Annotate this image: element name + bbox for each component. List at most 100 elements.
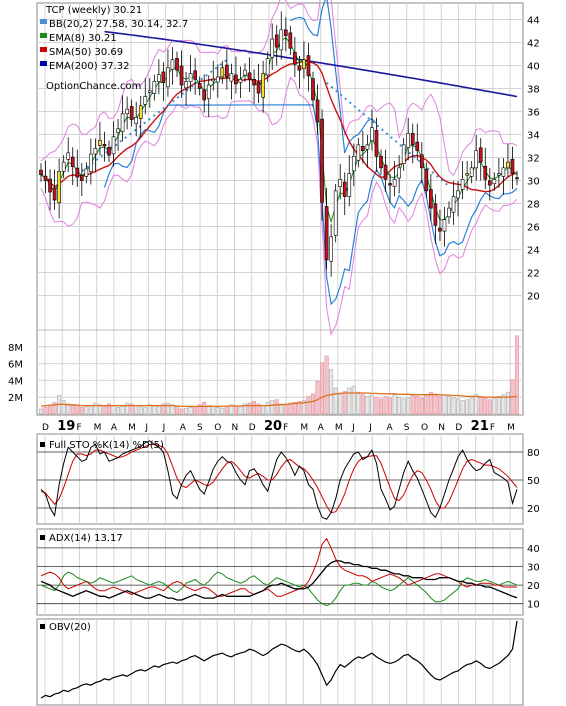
candlesticks bbox=[39, 11, 519, 277]
legend-label-sma50: SMA(50) 30.69 bbox=[49, 47, 123, 58]
x-axis-month-label: M bbox=[128, 423, 136, 433]
stochastic-legend-swatch bbox=[40, 442, 45, 447]
price-y-tick-label: 40 bbox=[527, 62, 540, 73]
candle-body bbox=[406, 133, 411, 148]
volume-bar bbox=[374, 396, 379, 415]
candle-body bbox=[510, 159, 515, 174]
candle-body bbox=[252, 79, 256, 86]
volume-bar bbox=[270, 400, 275, 415]
volume-bar bbox=[138, 406, 143, 415]
price-legend: TCP (weekly) 30.21 BB(20,2) 27.58, 30.14… bbox=[40, 5, 188, 92]
volume-bar bbox=[188, 406, 193, 415]
candle-body bbox=[225, 64, 229, 78]
candle-body bbox=[379, 156, 383, 169]
volume-bar bbox=[61, 400, 66, 415]
volume-bar bbox=[329, 369, 334, 415]
volume-bar bbox=[415, 396, 420, 415]
volume-bar bbox=[102, 406, 107, 415]
volume-bar bbox=[410, 394, 415, 415]
candle-body bbox=[43, 175, 48, 181]
volume-y-tick-label: 8M bbox=[8, 343, 23, 354]
candle-body bbox=[202, 89, 207, 101]
candle-body bbox=[419, 154, 424, 169]
volume-bar bbox=[501, 394, 506, 415]
candle-body bbox=[460, 179, 465, 190]
volume-bar bbox=[351, 385, 356, 415]
price-y-ticks: 20 22 24 26 28 30 32 34 36 38 40 42 44 bbox=[527, 16, 540, 303]
volume-bar bbox=[156, 406, 161, 415]
candle-body bbox=[261, 73, 265, 98]
volume-bar bbox=[333, 387, 338, 415]
candle-body bbox=[447, 207, 451, 218]
x-axis-month-label: M bbox=[507, 423, 515, 433]
candle-body bbox=[315, 99, 320, 123]
volume-bar bbox=[446, 396, 451, 415]
candle-body bbox=[429, 189, 433, 209]
volume-bar bbox=[483, 397, 488, 415]
price-y-tick-label: 26 bbox=[527, 223, 540, 234]
candle-body bbox=[397, 167, 401, 179]
candle-body bbox=[107, 147, 111, 156]
volume-bar bbox=[70, 405, 75, 415]
volume-bar bbox=[107, 403, 112, 415]
volume-bar bbox=[120, 406, 125, 415]
volume-bar bbox=[301, 400, 306, 415]
volume-bar bbox=[43, 406, 48, 415]
volume-bar bbox=[279, 403, 284, 415]
candle-body bbox=[143, 96, 148, 105]
candle-body bbox=[342, 181, 347, 197]
candle-body bbox=[184, 81, 188, 89]
x-axis-month-label: A bbox=[111, 423, 118, 433]
price-y-tick-label: 32 bbox=[527, 154, 540, 165]
x-axis-month-label: 19 bbox=[57, 419, 75, 434]
volume-bar bbox=[338, 394, 343, 415]
candle-body bbox=[79, 175, 84, 181]
candle-body bbox=[383, 164, 388, 180]
volume-bar bbox=[360, 394, 365, 415]
price-y-tick-label: 22 bbox=[527, 269, 540, 280]
indicator-y-tick-label: 40 bbox=[527, 544, 540, 555]
candle-body bbox=[469, 167, 474, 177]
price-y-tick-label: 24 bbox=[527, 246, 540, 257]
volume-bar bbox=[342, 391, 347, 415]
volume-bar bbox=[129, 403, 134, 415]
candle-body bbox=[361, 145, 365, 151]
candle-body bbox=[451, 196, 456, 213]
indicator-y-tick-label: 30 bbox=[527, 562, 540, 573]
candle-body bbox=[433, 203, 438, 226]
candle-body bbox=[478, 147, 483, 163]
volume-bar bbox=[469, 397, 474, 415]
candle-body bbox=[456, 190, 460, 199]
volume-bar bbox=[206, 405, 211, 415]
stochastic-panel: 20 50 80 Full STO %K(14) %D(5) bbox=[36, 433, 540, 525]
candle-body bbox=[320, 118, 324, 203]
volume-bar bbox=[315, 380, 320, 415]
x-axis-month-label: J bbox=[351, 423, 355, 433]
x-axis-month-label: 21 bbox=[471, 419, 489, 434]
volume-bar bbox=[52, 401, 57, 415]
candle-body bbox=[392, 179, 397, 187]
candle-body bbox=[75, 167, 80, 178]
volume-bar bbox=[184, 407, 189, 415]
candle-body bbox=[293, 52, 297, 65]
indicator-y-tick-label: 10 bbox=[527, 600, 540, 611]
candle-body bbox=[247, 72, 252, 80]
volume-average-line bbox=[40, 392, 518, 408]
volume-bar bbox=[88, 405, 93, 415]
legend-swatch-bb bbox=[40, 19, 47, 24]
candle-body bbox=[166, 67, 170, 88]
candle-body bbox=[161, 71, 166, 84]
x-axis-month-label: M bbox=[335, 423, 343, 433]
candle-body bbox=[329, 236, 333, 262]
volume-bar bbox=[84, 406, 89, 415]
volume-bar bbox=[97, 404, 102, 415]
volume-bar bbox=[283, 405, 288, 415]
legend-label-ema8: EMA(8) 30.21 bbox=[49, 33, 117, 44]
adx-grid bbox=[37, 529, 523, 615]
volume-bar bbox=[442, 394, 447, 415]
volume-y-tick-label: 6M bbox=[8, 360, 23, 371]
volume-bar bbox=[356, 391, 361, 415]
candle-body bbox=[497, 173, 501, 176]
volume-bar bbox=[79, 406, 84, 415]
price-y-tick-label: 44 bbox=[527, 16, 540, 27]
